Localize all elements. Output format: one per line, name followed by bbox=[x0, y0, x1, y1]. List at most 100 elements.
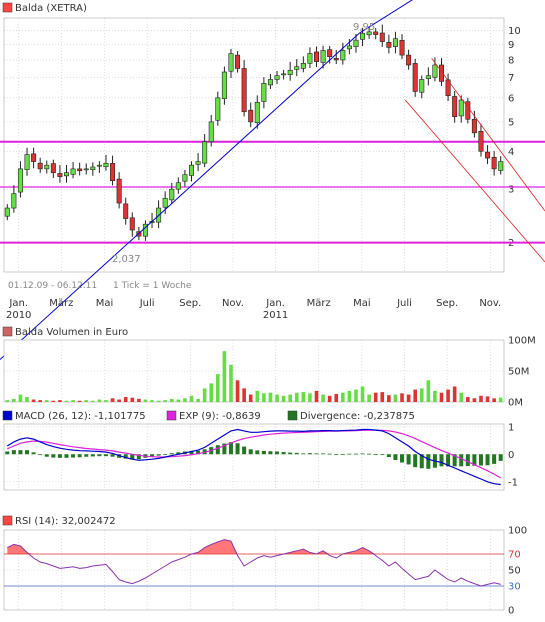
divergence-bar bbox=[406, 454, 411, 465]
volume-y-tick-label: 0M bbox=[508, 398, 523, 409]
x-tick-label: Juli bbox=[139, 298, 155, 309]
x-tick-label: Sep. bbox=[436, 298, 458, 309]
candle-body bbox=[215, 97, 221, 121]
divergence-bar bbox=[215, 445, 220, 455]
divergence-bar bbox=[150, 454, 155, 457]
volume-bar bbox=[354, 389, 358, 402]
divergence-bar bbox=[419, 454, 424, 469]
divergence-bar bbox=[340, 453, 345, 455]
divergence-bar bbox=[97, 454, 102, 457]
divergence-bar bbox=[51, 454, 56, 458]
price-low-label: 2,037 bbox=[112, 254, 141, 265]
divergence-bar bbox=[222, 443, 227, 455]
volume-bar bbox=[110, 398, 115, 402]
candle-body bbox=[438, 64, 444, 82]
candle-body bbox=[241, 68, 247, 113]
candle-body bbox=[287, 69, 293, 75]
tick-label: 1 Tick = 1 Woche bbox=[113, 281, 192, 291]
volume-bar bbox=[44, 400, 49, 402]
volume-bar bbox=[439, 392, 444, 402]
divergence-bar bbox=[57, 454, 62, 458]
volume-bar bbox=[156, 400, 161, 402]
divergence-bar bbox=[288, 452, 293, 455]
divergence-bar bbox=[459, 454, 464, 467]
candle-body bbox=[261, 83, 267, 102]
candle-body bbox=[129, 217, 135, 231]
volume-bar bbox=[38, 400, 42, 402]
volume-bar bbox=[327, 395, 332, 402]
volume-bar bbox=[84, 400, 89, 402]
volume-bar bbox=[123, 397, 128, 402]
volume-bar bbox=[341, 392, 345, 402]
volume-bar bbox=[367, 394, 371, 402]
candle-body bbox=[458, 99, 464, 117]
x-tick-label: Mai bbox=[353, 298, 371, 309]
candle-body bbox=[142, 223, 148, 237]
candle-body bbox=[24, 154, 30, 170]
divergence-bar bbox=[426, 454, 431, 469]
divergence-bar bbox=[413, 454, 418, 468]
volume-bar bbox=[275, 394, 279, 402]
price-y-tick-label: 7 bbox=[508, 73, 514, 84]
volume-bar bbox=[413, 389, 417, 402]
divergence-bar bbox=[334, 453, 339, 455]
divergence-bar bbox=[130, 454, 135, 460]
channel-lower-line bbox=[405, 99, 545, 263]
candle-body bbox=[116, 178, 122, 204]
candle-body bbox=[96, 164, 102, 167]
volume-bar bbox=[64, 400, 69, 402]
candle-body bbox=[360, 32, 366, 40]
volume-bar bbox=[242, 388, 246, 402]
volume-y-tick-label: 50M bbox=[508, 367, 529, 378]
volume-bar bbox=[472, 398, 477, 402]
candle-body bbox=[281, 73, 287, 76]
rsi-legend-label: RSI (14): 32,002472 bbox=[15, 516, 116, 527]
price-y-tick-label: 10 bbox=[508, 26, 521, 37]
macd-panel: -1 0 1 MACD (26, 12): -1,101775 EXP (9): -0,… bbox=[2, 410, 518, 491]
divergence-bar bbox=[261, 450, 266, 455]
candle-body bbox=[182, 174, 188, 182]
macd-legend-swatch bbox=[287, 410, 298, 421]
candle-body bbox=[452, 96, 458, 118]
divergence-bar bbox=[373, 454, 378, 456]
price-y-tick-label: 4 bbox=[508, 147, 514, 158]
macd-line bbox=[6, 428, 501, 486]
candle-body bbox=[485, 151, 491, 159]
candle-body bbox=[353, 39, 359, 48]
candle-body bbox=[221, 71, 227, 99]
candle-body bbox=[37, 162, 43, 170]
x-tick-label: Jan. bbox=[8, 298, 28, 309]
candle-body bbox=[110, 163, 116, 181]
candle-body bbox=[208, 121, 214, 143]
channel-upper-line bbox=[431, 58, 545, 212]
divergence-bar bbox=[163, 454, 168, 456]
macd-legend-label: EXP (9): -0,8639 bbox=[179, 411, 261, 422]
candle-body bbox=[498, 161, 504, 171]
candle-body bbox=[64, 172, 70, 177]
divergence-bar bbox=[228, 442, 233, 455]
divergence-bar bbox=[248, 449, 253, 455]
rsi-y-tick-label: 100 bbox=[508, 526, 527, 537]
divergence-bar bbox=[235, 443, 240, 455]
volume-bar bbox=[426, 380, 431, 402]
volume-bar bbox=[360, 386, 365, 402]
price-panel: 2345678910Balda (XETRA)9,952,03701.12.09… bbox=[0, 0, 545, 361]
divergence-bar bbox=[498, 454, 503, 461]
divergence-bar bbox=[439, 454, 444, 467]
divergence-bar bbox=[275, 451, 280, 455]
candle-body bbox=[307, 53, 313, 64]
candle-body bbox=[44, 164, 50, 170]
candle-body bbox=[162, 197, 168, 208]
divergence-bar bbox=[25, 450, 30, 455]
divergence-bar bbox=[136, 454, 141, 460]
price-y-tick-label: 3 bbox=[508, 185, 514, 196]
candle-body bbox=[392, 38, 398, 47]
volume-bar bbox=[400, 393, 404, 402]
volume-bar bbox=[268, 392, 273, 402]
candle-body bbox=[419, 79, 425, 93]
divergence-bar bbox=[123, 454, 128, 459]
candle-body bbox=[228, 53, 234, 72]
divergence-bar bbox=[478, 454, 483, 466]
volume-bar bbox=[189, 395, 194, 402]
divergence-bar bbox=[11, 450, 16, 455]
